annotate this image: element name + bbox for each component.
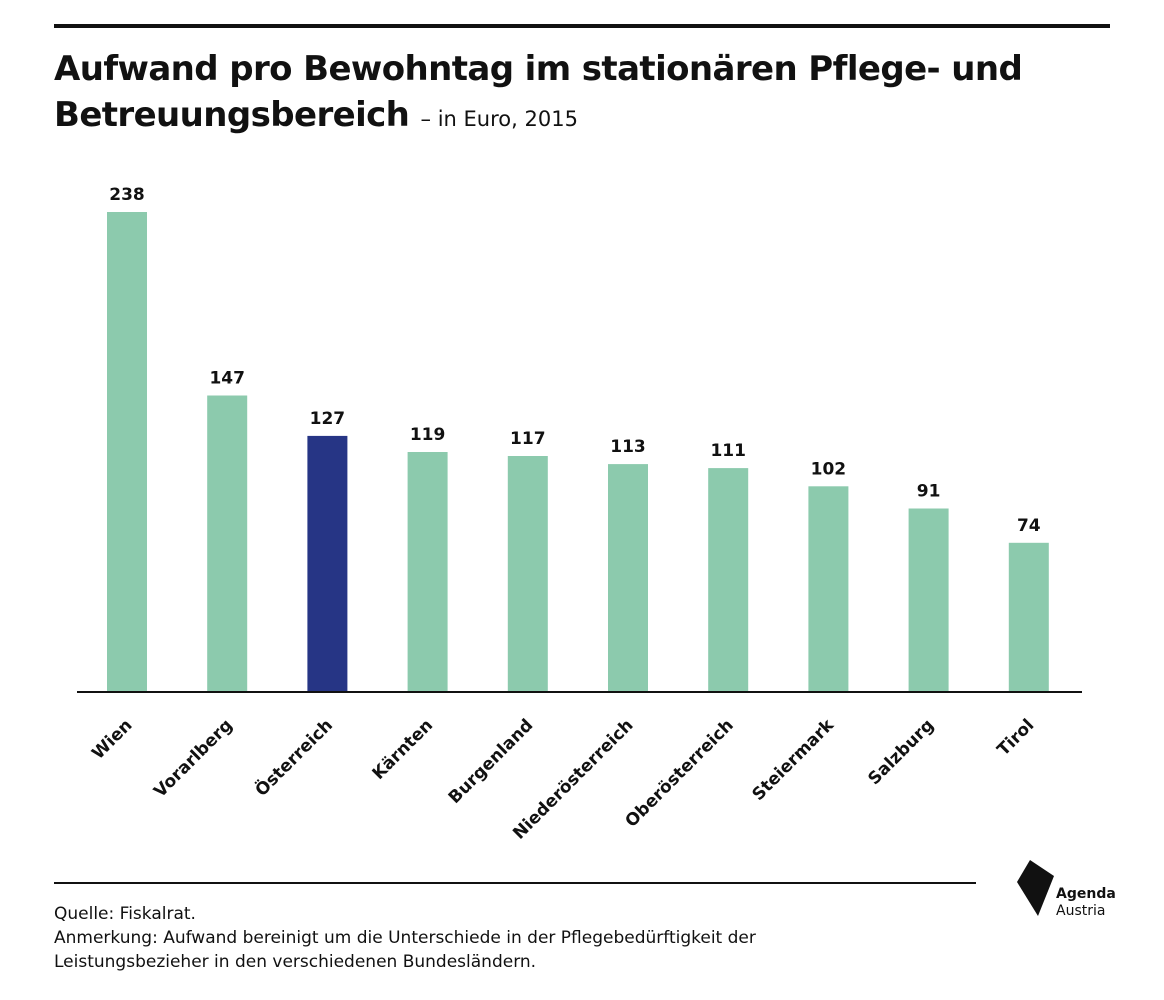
category-label-7: Steiermark	[748, 715, 838, 805]
chart-title: Aufwand pro Bewohntag im stationären Pfl…	[54, 46, 1114, 142]
bar-4	[507, 456, 548, 692]
data-label-0: 238	[109, 185, 145, 205]
category-label-3: Kärnten	[369, 715, 438, 784]
remark-note-line2: Leistungsbezieher in den verschiedenen B…	[54, 952, 537, 972]
bar-chart: 238 Wien 147 Vorarlberg 127 Österreich 119 Kärn…	[77, 185, 1082, 844]
data-label-9: 74	[1017, 516, 1041, 536]
category-label-1: Vorarlberg	[150, 715, 236, 801]
agenda-austria-logo-icon	[1017, 860, 1054, 916]
bar-8	[908, 508, 949, 692]
chart-subtitle: – in Euro, 2015	[420, 107, 578, 131]
category-label-4: Burgenland	[445, 715, 538, 808]
bar-9	[1008, 542, 1049, 692]
bar-6	[708, 468, 749, 692]
top-rule	[54, 24, 1110, 28]
source-note: Quelle: Fiskalrat.	[54, 904, 196, 924]
bar-5	[608, 464, 648, 692]
data-label-6: 111	[710, 441, 746, 461]
category-label-0: Wien	[88, 715, 136, 763]
bar-7	[808, 486, 849, 692]
chart-notes: Quelle: Fiskalrat. Anmerkung: Aufwand be…	[54, 902, 756, 974]
chart-title-main: Aufwand pro Bewohntag im stationären Pfl…	[54, 49, 1023, 135]
data-label-7: 102	[811, 459, 847, 479]
data-label-5: 113	[610, 437, 646, 457]
category-label-8: Salzburg	[864, 715, 938, 789]
logo-text-austria: Austria	[1056, 903, 1106, 919]
bar-0	[107, 212, 147, 692]
data-label-2: 127	[310, 409, 346, 429]
data-label-3: 119	[410, 425, 446, 445]
bar-1	[207, 395, 248, 692]
remark-note-line1: Anmerkung: Aufwand bereinigt um die Unte…	[54, 928, 756, 948]
logo-text-agenda: Agenda	[1056, 886, 1116, 902]
category-label-9: Tirol	[994, 715, 1039, 760]
agenda-austria-logo: Agenda Austria	[1014, 858, 1124, 922]
category-label-2: Österreich	[250, 714, 337, 801]
data-label-1: 147	[209, 369, 245, 389]
data-label-4: 117	[510, 429, 546, 449]
bar-3	[407, 452, 448, 692]
bottom-rule	[54, 882, 976, 884]
data-label-8: 91	[917, 482, 941, 502]
bar-2	[307, 435, 348, 692]
category-label-6: Oberösterreich	[622, 715, 738, 831]
